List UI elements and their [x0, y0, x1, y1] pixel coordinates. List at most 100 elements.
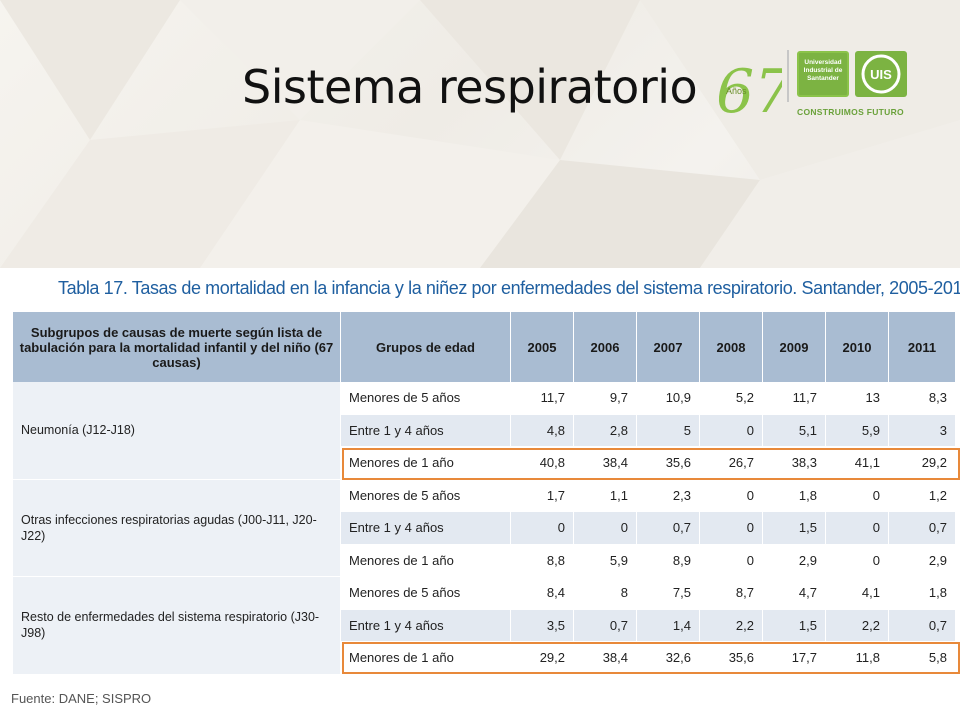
rate-value-cell: 5,9: [826, 414, 889, 447]
rate-value-cell: 10,9: [637, 382, 700, 415]
rate-value-cell: 32,6: [637, 642, 700, 675]
table-row: Otras infecciones respiratorias agudas (…: [13, 479, 956, 577]
rate-value-cell: 0: [511, 512, 574, 545]
table-row: Entre 1 y 4 años 4,8 2,8 5 0 5,1 5,9 3: [13, 414, 956, 447]
age-group-cell: Menores de 1 año: [341, 447, 511, 480]
rate-value-cell: 0: [700, 479, 763, 512]
rate-value-cell: 11,7: [763, 382, 826, 415]
rate-value-cell: 0: [700, 414, 763, 447]
header-year: 2005: [511, 312, 574, 382]
uis-monogram-text: UIS: [870, 67, 892, 82]
rate-value-cell: 5,8: [889, 642, 956, 675]
cause-cell: Resto de enfermedades del sistema respir…: [13, 577, 341, 675]
rate-value-cell: 5,1: [763, 414, 826, 447]
rate-value-cell: 2,8: [574, 414, 637, 447]
cause-cell: Otras infecciones respiratorias agudas (…: [13, 479, 341, 577]
university-line-3: Santander: [807, 75, 839, 82]
rate-value-cell: 13: [826, 382, 889, 415]
cause-cell: Neumonía (J12-J18): [13, 382, 341, 480]
rate-value-cell: 26,7: [700, 447, 763, 480]
slide-title: Sistema respiratorio: [242, 60, 698, 114]
rate-value-cell: 29,2: [511, 642, 574, 675]
age-group-cell: Entre 1 y 4 años: [341, 512, 511, 545]
rate-value-cell: 35,6: [637, 447, 700, 480]
logo-tagline: CONSTRUIMOS FUTURO: [797, 107, 904, 117]
rate-value-cell: 2,2: [826, 609, 889, 642]
rate-value-cell: 38,4: [574, 642, 637, 675]
rate-value-cell: 0: [826, 479, 889, 512]
rate-value-cell: 7,5: [637, 577, 700, 610]
rate-value-cell: 0: [574, 512, 637, 545]
rate-value-cell: 11,8: [826, 642, 889, 675]
age-group-cell: Menores de 1 año: [341, 544, 511, 577]
university-name-logo: Universidad Industrial de Santander: [797, 51, 849, 97]
rate-value-cell: 5: [637, 414, 700, 447]
rate-value-cell: 8,7: [700, 577, 763, 610]
rate-value-cell: 11,7: [511, 382, 574, 415]
rate-value-cell: 2,3: [637, 479, 700, 512]
header-year: 2006: [574, 312, 637, 382]
rate-value-cell: 1,1: [574, 479, 637, 512]
header-year: 2007: [637, 312, 700, 382]
rate-value-cell: 29,2: [889, 447, 956, 480]
rate-value-cell: 40,8: [511, 447, 574, 480]
uis-monogram-logo: UIS: [855, 51, 907, 97]
rate-value-cell: 0,7: [637, 512, 700, 545]
rate-value-cell: 8: [574, 577, 637, 610]
rate-value-cell: 0: [826, 544, 889, 577]
header-age-group: Grupos de edad: [341, 312, 511, 382]
rate-value-cell: 41,1: [826, 447, 889, 480]
table-caption: Tabla 17. Tasas de mortalidad en la infa…: [58, 278, 960, 298]
rate-value-cell: 4,8: [511, 414, 574, 447]
background-pattern: [0, 0, 960, 268]
rate-value-cell: 4,1: [826, 577, 889, 610]
anniversary-small-label: Años: [726, 86, 747, 96]
age-group-cell: Menores de 5 años: [341, 479, 511, 512]
rate-value-cell: 3,5: [511, 609, 574, 642]
mortality-table: Subgrupos de causas de muerte según list…: [13, 312, 956, 675]
table-row: Entre 1 y 4 años 0 0 0,7 0 1,5 0 0,7: [13, 512, 956, 545]
rate-value-cell: 0: [700, 544, 763, 577]
anniversary-number: 67: [716, 57, 782, 124]
rate-value-cell: 38,4: [574, 447, 637, 480]
rate-value-cell: 5,2: [700, 382, 763, 415]
header-year: 2011: [889, 312, 956, 382]
rate-value-cell: 2,9: [889, 544, 956, 577]
rate-value-cell: 0,7: [889, 512, 956, 545]
rate-value-cell: 8,3: [889, 382, 956, 415]
rate-value-cell: 3: [889, 414, 956, 447]
rate-value-cell: 8,9: [637, 544, 700, 577]
rate-value-cell: 4,7: [763, 577, 826, 610]
table-row: Menores de 1 año 29,2 38,4 32,6 35,6 17,7 11,8…: [13, 642, 956, 675]
rate-value-cell: 1,5: [763, 609, 826, 642]
rate-value-cell: 0,7: [574, 609, 637, 642]
age-group-cell: Menores de 5 años: [341, 577, 511, 610]
rate-value-cell: 0,7: [889, 609, 956, 642]
rate-value-cell: 2,9: [763, 544, 826, 577]
rate-value-cell: 17,7: [763, 642, 826, 675]
rate-value-cell: 38,3: [763, 447, 826, 480]
university-line-2: Industrial de: [803, 67, 843, 74]
mortality-table-container: Subgrupos de causas de muerte según list…: [13, 312, 956, 675]
age-group-cell: Menores de 1 año: [341, 642, 511, 675]
rate-value-cell: 1,2: [889, 479, 956, 512]
rate-value-cell: 8,4: [511, 577, 574, 610]
table-row: Neumonía (J12-J18) Menores de 5 años 11,7 9…: [13, 382, 956, 480]
table-header-row: Subgrupos de causas de muerte según list…: [13, 312, 956, 382]
table-row: Menores de 1 año 8,8 5,9 8,9 0 2,9 0 2,9: [13, 544, 956, 577]
anniversary-logo: 67 Años: [712, 44, 793, 127]
rate-value-cell: 1,8: [763, 479, 826, 512]
header-cause: Subgrupos de causas de muerte según list…: [13, 312, 341, 382]
rate-value-cell: 1,5: [763, 512, 826, 545]
rate-value-cell: 5,9: [574, 544, 637, 577]
rate-value-cell: 1,4: [637, 609, 700, 642]
header-year: 2009: [763, 312, 826, 382]
rate-value-cell: 35,6: [700, 642, 763, 675]
table-row: Entre 1 y 4 años 3,5 0,7 1,4 2,2 1,5 2,2 0,7: [13, 609, 956, 642]
rate-value-cell: 1,8: [889, 577, 956, 610]
rate-value-cell: 0: [826, 512, 889, 545]
table-row: Menores de 1 año 40,8 38,4 35,6 26,7 38,3 41,1…: [13, 447, 956, 480]
header-year: 2008: [700, 312, 763, 382]
rate-value-cell: 1,7: [511, 479, 574, 512]
header-year: 2010: [826, 312, 889, 382]
